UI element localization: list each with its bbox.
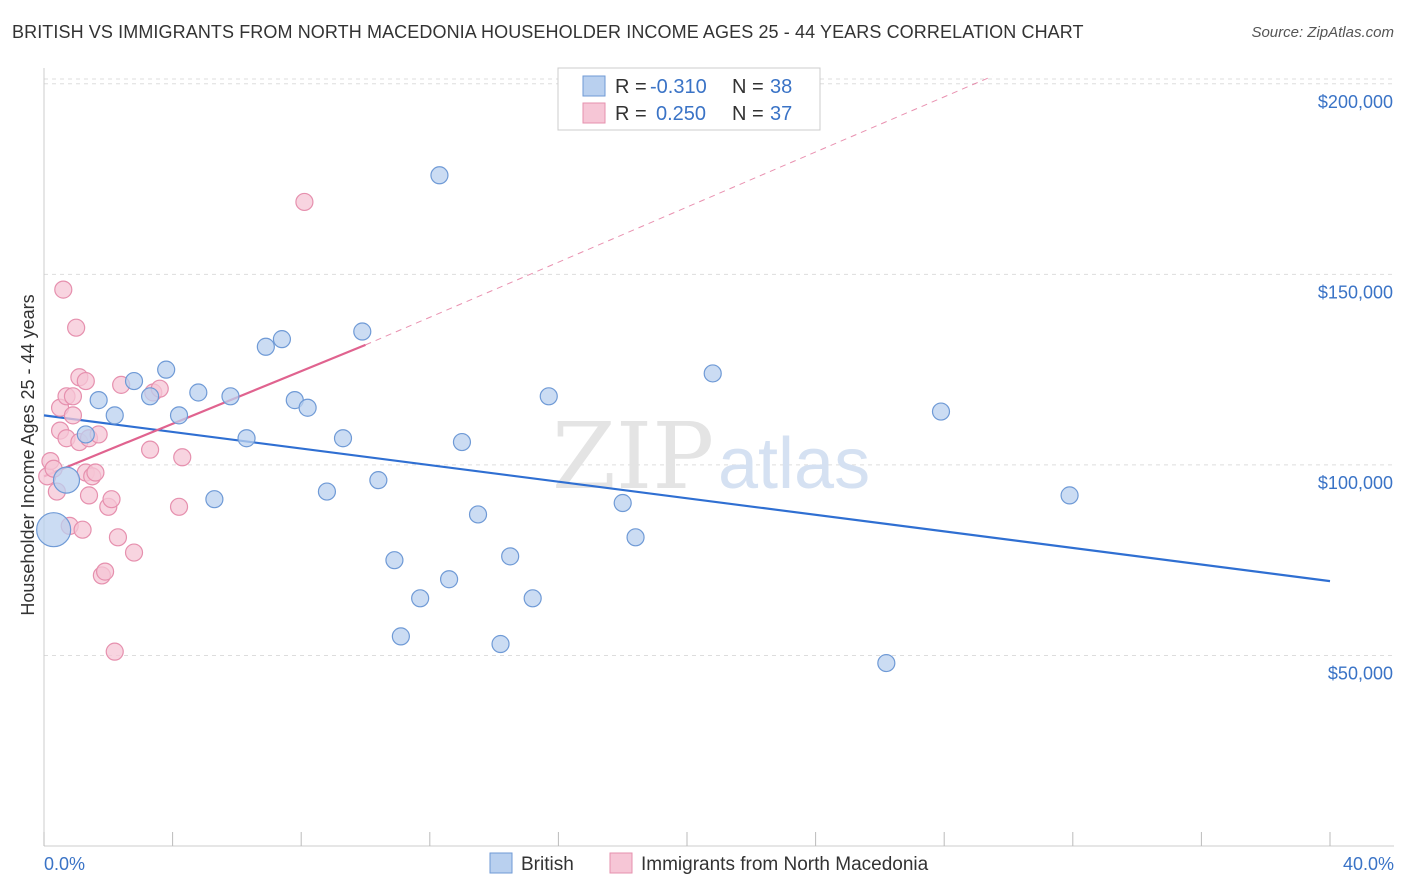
legend-macedonia-n-value: 37 (770, 103, 792, 125)
legend-british-n-value: 38 (770, 76, 792, 98)
british-point (703, 364, 722, 383)
legend-british-r-label: R = (615, 76, 647, 98)
y-tick-label-2: $150,000 (1318, 282, 1393, 302)
macedonia-point (76, 371, 95, 391)
legend-macedonia-r-value: 0.250 (656, 103, 706, 125)
macedonia-point (295, 192, 314, 212)
british-point (491, 634, 510, 654)
macedonia-point (67, 318, 86, 337)
chart-title: BRITISH VS IMMIGRANTS FROM NORTH MACEDON… (12, 22, 1084, 42)
british-point (221, 387, 240, 406)
legend-british-r-value: -0.310 (650, 76, 707, 98)
macedonia-point (140, 440, 160, 459)
watermark-atlas: atlas (718, 424, 870, 504)
british-point (877, 653, 896, 673)
bottom-legend-british-label: British (521, 854, 574, 875)
x-tick-label-max: 40.0% (1343, 854, 1394, 874)
macedonia-point (102, 490, 121, 509)
y-tick-label-3: $200,000 (1318, 92, 1393, 112)
british-point (272, 330, 292, 349)
british-point (385, 551, 404, 570)
y-tick-labels: $50,000 $100,000 $150,000 $200,000 (1318, 92, 1393, 684)
macedonia-point (86, 463, 105, 482)
british-point (391, 627, 410, 646)
british-point (430, 166, 449, 185)
trendline-macedonia (43, 343, 366, 478)
watermark: ZIP atlas (552, 403, 870, 510)
british-point (205, 490, 224, 509)
british-point (52, 466, 81, 494)
source-label: Source: ZipAtlas.com (1251, 24, 1394, 41)
british-point (298, 398, 317, 417)
british-point (89, 391, 108, 410)
series-british-points (36, 166, 1079, 673)
trendline-macedonia-extension (365, 75, 993, 346)
british-point (36, 512, 72, 548)
macedonia-point (63, 406, 83, 425)
british-point (169, 406, 189, 425)
trendlines (43, 75, 1331, 583)
british-point (189, 383, 208, 402)
british-point (626, 528, 645, 547)
british-point (333, 429, 353, 448)
bottom-legend-macedonia-swatch (609, 852, 633, 874)
legend-british-swatch (582, 75, 606, 97)
british-point (539, 387, 558, 406)
y-axis-title: Householder Income Ages 25 - 44 years (18, 294, 38, 615)
bottom-legend-macedonia-label: Immigrants from North Macedonia (641, 854, 929, 875)
macedonia-point (95, 562, 115, 581)
british-point (237, 429, 256, 448)
macedonia-point (108, 528, 128, 547)
british-point (452, 432, 472, 452)
watermark-zip: ZIP (552, 403, 714, 510)
x-tick-label-min: 0.0% (44, 854, 85, 874)
macedonia-point (173, 448, 192, 467)
legend-macedonia-r-label: R = (615, 103, 647, 125)
bottom-legend-british-swatch (489, 852, 513, 874)
legend-box: R = -0.310 N = 38 R = 0.250 N = 37 (557, 67, 821, 131)
british-point (76, 425, 95, 444)
british-point (1060, 486, 1079, 505)
legend-macedonia-swatch (582, 102, 606, 124)
macedonia-point (124, 543, 144, 562)
macedonia-point (169, 497, 189, 516)
british-point (468, 505, 488, 524)
macedonia-point (63, 387, 83, 406)
british-point (523, 589, 542, 608)
series-macedonia-points (38, 192, 314, 661)
trendline-british (43, 414, 1331, 583)
x-ticks (43, 832, 1331, 846)
british-point (369, 471, 388, 490)
bottom-legend: British Immigrants from North Macedonia (489, 852, 929, 875)
british-point (157, 360, 176, 379)
macedonia-point (73, 520, 92, 539)
british-point (501, 547, 520, 566)
british-point (353, 322, 372, 341)
macedonia-point (54, 280, 73, 299)
british-point (411, 589, 430, 608)
british-point (256, 337, 275, 356)
legend-british-n-label: N = (732, 76, 764, 98)
british-point (317, 482, 337, 501)
british-point (439, 570, 459, 589)
british-point (140, 387, 160, 406)
macedonia-point (105, 642, 124, 661)
british-point (124, 371, 144, 391)
british-point (613, 493, 632, 513)
british-point (105, 406, 124, 425)
y-tick-label-0: $50,000 (1328, 663, 1393, 683)
legend-macedonia-n-label: N = (732, 103, 764, 125)
macedonia-point (79, 486, 99, 505)
british-point (931, 402, 951, 421)
y-tick-label-1: $100,000 (1318, 473, 1393, 493)
